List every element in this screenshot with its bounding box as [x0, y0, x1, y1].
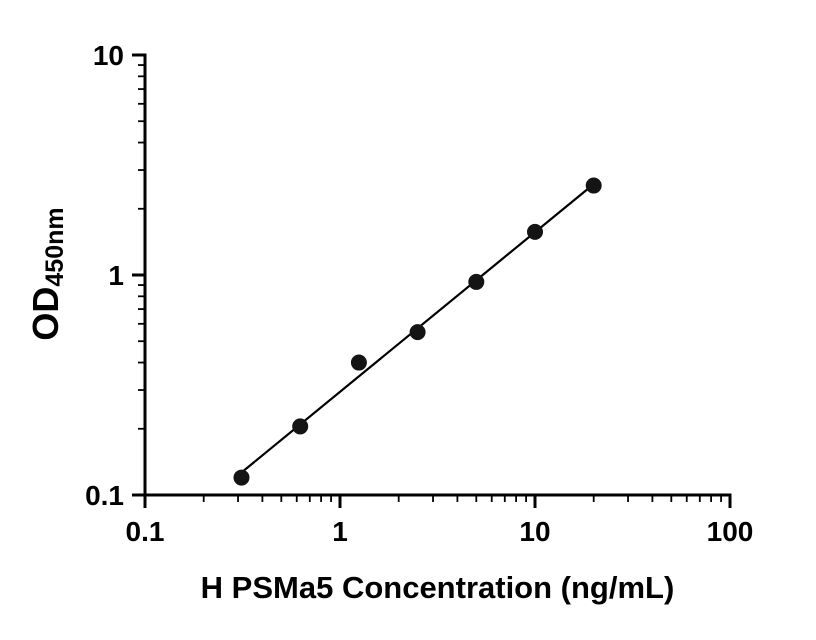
y-axis-title-subscript: 450nm [41, 207, 69, 287]
data-point [585, 177, 602, 194]
y-axis-tick-label: 0.1 [85, 480, 124, 511]
y-axis-tick-label: 10 [93, 40, 124, 71]
data-point [292, 418, 309, 435]
x-axis-tick-label: 10 [519, 516, 550, 547]
data-point [527, 223, 543, 240]
x-axis-tick-label: 100 [707, 516, 754, 547]
data-point [350, 354, 367, 371]
axis-lines [143, 53, 732, 497]
y-axis-title: OD450nm [24, 54, 69, 494]
y-axis-title-main: OD [25, 286, 66, 341]
data-point [233, 469, 250, 486]
x-axis-title: H PSMa5 Concentration (ng/mL) [145, 570, 730, 606]
x-axis-tick-label: 1 [332, 516, 348, 547]
data-point [409, 324, 426, 341]
x-axis-tick-label: 0.1 [126, 516, 165, 547]
x-axis-title-text: H PSMa5 Concentration (ng/mL) [200, 570, 675, 605]
data-point [468, 273, 485, 290]
y-axis-tick-label: 1 [108, 260, 124, 291]
